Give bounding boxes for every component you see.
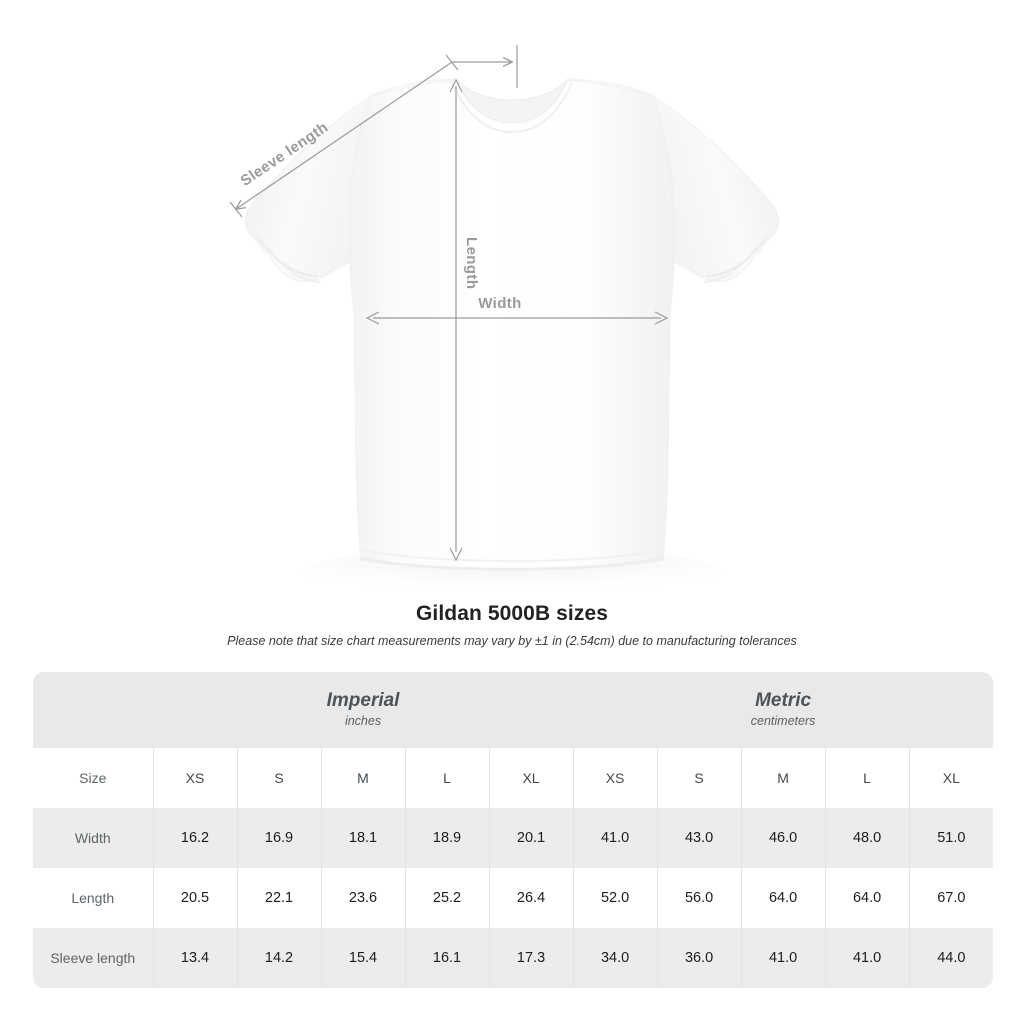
unit-group-imperial-title: Imperial [326, 689, 400, 711]
cell-length-metric-l: 64.0 [824, 868, 910, 928]
row-label-length: Length [33, 868, 153, 928]
size-header-row: Size XS S M L XL XS S M L XL [33, 748, 993, 808]
garment-body [244, 78, 780, 571]
table-row: Length 20.5 22.1 23.6 25.2 26.4 52.0 56.… [33, 868, 993, 928]
sleeve-length-arrow [236, 61, 453, 209]
shoulder-reference-dimension [452, 45, 518, 88]
unit-group-spacer [33, 672, 153, 748]
length-dimension: Length [449, 78, 480, 562]
size-chart-table: Imperial inches Metric centimeters Size … [33, 672, 993, 988]
size-header-metric-l: L [824, 748, 910, 808]
table-row: Width 16.2 16.9 18.1 18.9 20.1 41.0 43.0… [33, 808, 993, 868]
cell-length-metric-m: 64.0 [740, 868, 826, 928]
cell-sleeve-imperial-s: 14.2 [236, 928, 321, 988]
size-header-imperial-l: L [404, 748, 489, 808]
cell-width-metric-xs: 41.0 [572, 808, 658, 868]
size-header-imperial-xs: XS [152, 748, 237, 808]
width-label: Width [478, 295, 522, 312]
row-label-width: Width [33, 808, 153, 868]
size-header-imperial-s: S [236, 748, 321, 808]
size-header-label: Size [33, 748, 153, 808]
unit-group-metric: Metric centimeters [573, 672, 993, 748]
cell-sleeve-metric-m: 41.0 [740, 928, 826, 988]
unit-group-metric-subtitle: centimeters [750, 713, 816, 728]
unit-group-metric-title: Metric [755, 689, 812, 711]
cell-length-imperial-s: 22.1 [236, 868, 321, 928]
cell-width-metric-s: 43.0 [656, 808, 742, 868]
tolerance-note: Please note that size chart measurements… [227, 634, 797, 648]
unit-group-imperial: Imperial inches [153, 672, 574, 748]
sleeve-length-tick-end [229, 201, 243, 218]
cell-length-imperial-l: 25.2 [404, 868, 489, 928]
cell-width-metric-m: 46.0 [740, 808, 826, 868]
row-label-sleeve-length: Sleeve length [33, 928, 153, 988]
size-header-metric-s: S [656, 748, 742, 808]
cell-sleeve-metric-s: 36.0 [656, 928, 742, 988]
cell-width-imperial-xs: 16.2 [152, 808, 237, 868]
cell-length-metric-xl: 67.0 [908, 868, 993, 928]
cell-sleeve-imperial-xl: 17.3 [488, 928, 574, 988]
cell-width-imperial-s: 16.9 [236, 808, 321, 868]
cell-sleeve-metric-l: 41.0 [824, 928, 910, 988]
size-header-imperial-xl: XL [488, 748, 574, 808]
cell-width-imperial-xl: 20.1 [488, 808, 574, 868]
cell-sleeve-metric-xs: 34.0 [572, 928, 658, 988]
size-header-metric-xl: XL [908, 748, 993, 808]
cell-sleeve-imperial-xs: 13.4 [152, 928, 237, 988]
size-header-metric-xs: XS [572, 748, 658, 808]
unit-group-imperial-subtitle: inches [344, 713, 382, 728]
size-header-imperial-m: M [320, 748, 405, 808]
cell-width-imperial-l: 18.9 [404, 808, 489, 868]
cell-sleeve-imperial-l: 16.1 [404, 928, 489, 988]
cell-width-metric-xl: 51.0 [908, 808, 993, 868]
t-shirt-diagram: Sleeve length Length Width [229, 45, 780, 595]
length-label: Length [463, 237, 480, 289]
cell-length-metric-s: 56.0 [656, 868, 742, 928]
cell-width-imperial-m: 18.1 [320, 808, 405, 868]
width-dimension: Width [365, 295, 669, 325]
unit-group-header-row: Imperial inches Metric centimeters [33, 672, 993, 748]
cell-sleeve-metric-xl: 44.0 [908, 928, 993, 988]
cell-width-metric-l: 48.0 [824, 808, 910, 868]
size-header-metric-m: M [740, 748, 826, 808]
cell-length-imperial-xs: 20.5 [152, 868, 237, 928]
cell-length-imperial-xl: 26.4 [488, 868, 574, 928]
table-row: Sleeve length 13.4 14.2 15.4 16.1 17.3 3… [33, 928, 993, 988]
page-title: Gildan 5000B sizes [415, 602, 609, 625]
cell-length-imperial-m: 23.6 [320, 868, 405, 928]
cell-sleeve-imperial-m: 15.4 [320, 928, 405, 988]
cell-length-metric-xs: 52.0 [572, 868, 658, 928]
